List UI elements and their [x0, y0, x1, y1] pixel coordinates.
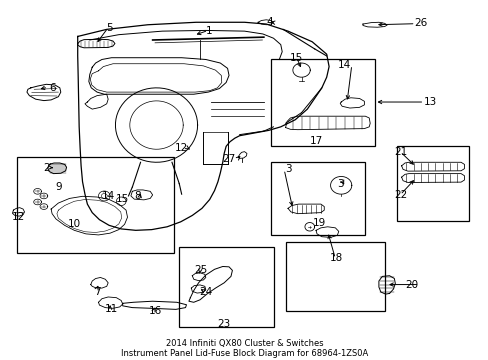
Text: 2014 Infiniti QX80 Cluster & Switches
Instrument Panel Lid-Fuse Block Diagram fo: 2014 Infiniti QX80 Cluster & Switches In… — [121, 339, 367, 358]
Text: 25: 25 — [194, 265, 207, 275]
Text: 23: 23 — [217, 319, 230, 329]
Text: 11: 11 — [105, 304, 118, 314]
Text: 13: 13 — [423, 97, 436, 107]
Text: 17: 17 — [309, 136, 322, 146]
Text: 12: 12 — [175, 143, 188, 153]
Text: 10: 10 — [68, 219, 81, 229]
Text: 20: 20 — [405, 280, 418, 289]
Bar — [270, 162, 365, 235]
Text: 9: 9 — [55, 182, 61, 192]
Text: 22: 22 — [393, 190, 407, 200]
Bar — [285, 242, 384, 311]
Text: 14: 14 — [102, 191, 115, 201]
Bar — [17, 157, 174, 253]
Text: 12: 12 — [12, 212, 25, 222]
Text: 16: 16 — [148, 306, 162, 316]
Text: 2: 2 — [43, 163, 50, 172]
Text: 15: 15 — [115, 194, 128, 204]
Text: 3: 3 — [336, 179, 343, 189]
Text: 1: 1 — [205, 26, 212, 36]
Bar — [270, 59, 374, 146]
Text: 6: 6 — [49, 83, 56, 93]
Text: 4: 4 — [266, 17, 273, 27]
Text: 7: 7 — [94, 287, 100, 297]
Text: 19: 19 — [312, 218, 325, 228]
Text: 14: 14 — [337, 60, 350, 70]
Text: 15: 15 — [289, 53, 303, 63]
Text: 26: 26 — [414, 18, 427, 28]
Bar — [396, 146, 468, 221]
Text: 5: 5 — [105, 23, 112, 33]
Text: 24: 24 — [199, 287, 212, 297]
Text: 3: 3 — [285, 165, 291, 174]
Bar — [179, 247, 273, 327]
Text: 21: 21 — [393, 147, 407, 157]
Text: 27: 27 — [222, 154, 235, 165]
Text: 18: 18 — [329, 253, 342, 263]
Text: 8: 8 — [134, 191, 140, 201]
